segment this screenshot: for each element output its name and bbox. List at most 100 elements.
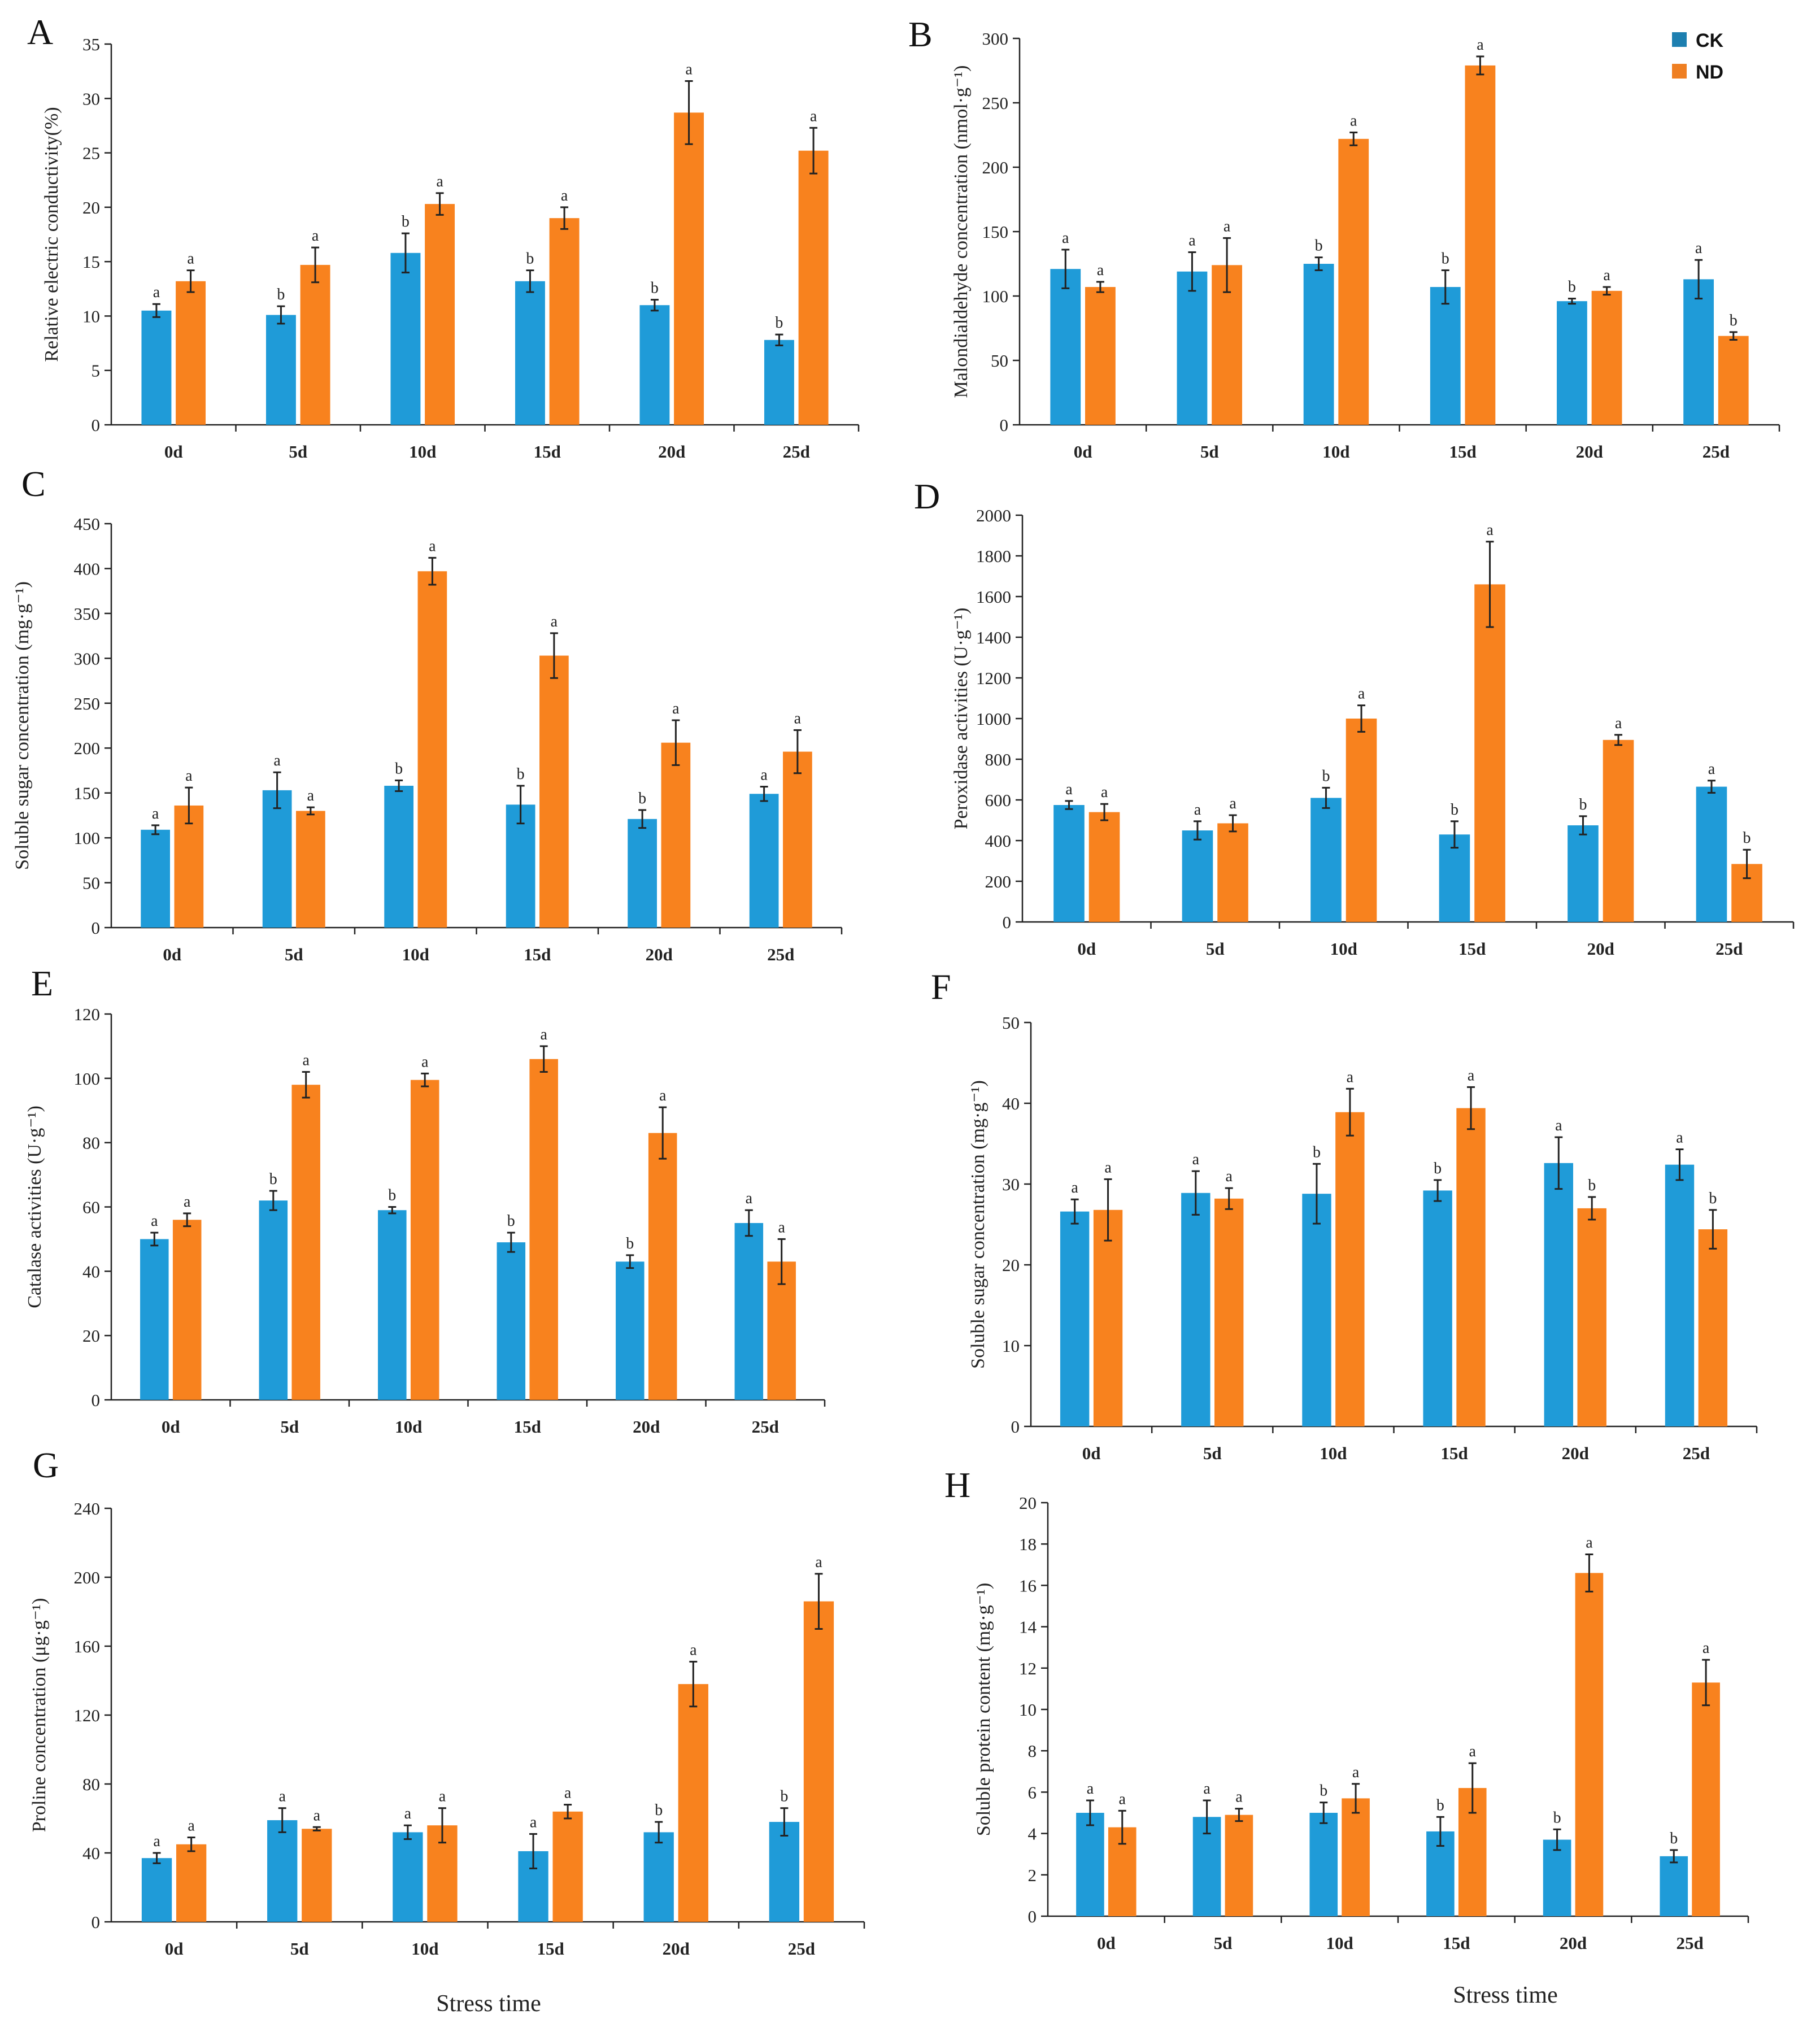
bar-nd <box>1346 719 1377 922</box>
bar-ck <box>384 785 413 928</box>
significance-letter: a <box>1065 781 1073 798</box>
chart-panel-g: G 0 40 80 120 160 200 240 Proline concentration … <box>29 1445 865 1959</box>
legend-label-ck: CK <box>1696 30 1724 51</box>
bar-ck <box>1543 1839 1571 1916</box>
chart-panel-b: B 0 50 100 150 200 250 300 Malondialdehyde conce… <box>908 14 1780 462</box>
bar-nd <box>1698 1229 1728 1426</box>
significance-letter: a <box>1469 1743 1477 1760</box>
bar-nd <box>1603 739 1634 922</box>
significance-letter: a <box>152 805 159 823</box>
bar-ck <box>141 310 172 425</box>
y-tick-label: 160 <box>74 1637 101 1656</box>
significance-letter: b <box>775 314 783 332</box>
y-tick-label: 30 <box>1002 1174 1020 1194</box>
bar-nd <box>529 1059 558 1400</box>
significance-letter: a <box>794 710 802 727</box>
significance-letter: b <box>638 790 646 807</box>
y-tick-label: 14 <box>1019 1617 1037 1637</box>
significance-letter: b <box>1588 1177 1596 1194</box>
bar-ck <box>734 1222 764 1400</box>
bar-nd <box>291 1085 320 1400</box>
y-axis-label: Peroxidase activities (U·g⁻¹) <box>951 608 972 830</box>
bar-nd <box>1338 138 1369 425</box>
panel-letter: B <box>908 14 933 54</box>
y-tick-label: 100 <box>74 1069 101 1089</box>
bar-nd <box>174 805 204 928</box>
y-tick-label: 6 <box>1028 1782 1037 1802</box>
y-axis-label: Soluble sugar concentration (mg·g⁻¹) <box>12 581 33 870</box>
y-tick-label: 18 <box>1019 1534 1037 1554</box>
panel-letter: D <box>914 476 940 516</box>
y-tick-label: 4 <box>1028 1824 1037 1844</box>
bar-ck <box>1660 1856 1688 1916</box>
bar-ck <box>1696 786 1727 922</box>
legend-swatch-ck <box>1672 32 1687 47</box>
y-tick-label: 60 <box>82 1198 100 1217</box>
bar-nd <box>783 751 812 928</box>
category-label: 5d <box>1206 939 1225 959</box>
bar-ck <box>1665 1164 1695 1426</box>
y-tick-label: 0 <box>92 918 101 938</box>
y-tick-label: 200 <box>982 158 1009 177</box>
bar-ck <box>390 253 421 425</box>
bar-nd <box>539 655 569 928</box>
legend-swatch-nd <box>1672 64 1687 79</box>
y-axis-label: Proline concentration (μg·g⁻¹) <box>29 1598 50 1833</box>
significance-letter: a <box>1101 784 1108 801</box>
significance-letter: a <box>1071 1179 1078 1196</box>
significance-letter: a <box>778 1219 785 1236</box>
significance-letter: b <box>651 280 659 297</box>
significance-letter: b <box>517 765 525 783</box>
bar-nd <box>1088 812 1120 922</box>
significance-letter: a <box>1586 1534 1593 1552</box>
bar-nd <box>1217 823 1248 922</box>
bar-ck <box>1309 1813 1338 1916</box>
category-label: 20d <box>1576 442 1603 462</box>
bar-nd <box>172 1220 202 1400</box>
significance-letter: b <box>780 1788 788 1805</box>
bar-ck <box>1060 1211 1090 1426</box>
chart-panel-h: H 0 2 4 6 8 10 12 14 16 18 20 Soluble protein conten… <box>944 1465 1749 1953</box>
significance-letter: a <box>1486 521 1494 539</box>
significance-letter: a <box>551 613 558 630</box>
bar-ck <box>1423 1190 1452 1426</box>
y-tick-label: 1600 <box>976 587 1011 607</box>
category-label: 0d <box>1097 1933 1116 1953</box>
bar-nd <box>798 150 829 425</box>
y-tick-label: 0 <box>1028 1907 1037 1926</box>
significance-letter: a <box>1224 217 1231 235</box>
bar-nd <box>1456 1108 1486 1426</box>
bar-nd <box>1335 1112 1365 1426</box>
category-label: 10d <box>1326 1933 1353 1953</box>
significance-letter: a <box>1350 112 1357 129</box>
significance-letter: a <box>421 1053 429 1071</box>
y-tick-label: 80 <box>82 1133 100 1153</box>
x-axis-title-right: Stress time <box>1453 1982 1558 2008</box>
category-label: 5d <box>290 1939 309 1959</box>
bar-ck <box>1544 1163 1574 1426</box>
significance-letter: a <box>404 1805 412 1822</box>
significance-letter: a <box>760 767 768 784</box>
significance-letter: b <box>1320 1782 1327 1800</box>
bar-nd <box>176 281 206 425</box>
category-label: 20d <box>1560 1933 1587 1953</box>
category-label: 10d <box>1322 442 1349 462</box>
bar-ck <box>1076 1813 1104 1916</box>
category-label: 15d <box>534 442 561 462</box>
y-axis-label: Catalase activities (U·g⁻¹) <box>24 1106 45 1308</box>
significance-letter: a <box>1097 262 1104 279</box>
category-label: 25d <box>752 1417 779 1437</box>
significance-letter: a <box>746 1190 753 1207</box>
bar-ck <box>141 1858 172 1922</box>
category-label: 15d <box>1440 1443 1468 1463</box>
panel-letter: H <box>944 1465 970 1505</box>
significance-letter: a <box>307 787 315 804</box>
chart-panel-f: F 0 10 20 30 40 50 Soluble sugar concentration … <box>931 967 1758 1463</box>
significance-letter: b <box>526 250 534 268</box>
x-axis-title-left: Stress time <box>436 1991 541 2017</box>
significance-letter: b <box>269 1171 277 1188</box>
y-tick-label: 300 <box>74 649 101 668</box>
y-tick-label: 0 <box>1003 912 1012 932</box>
